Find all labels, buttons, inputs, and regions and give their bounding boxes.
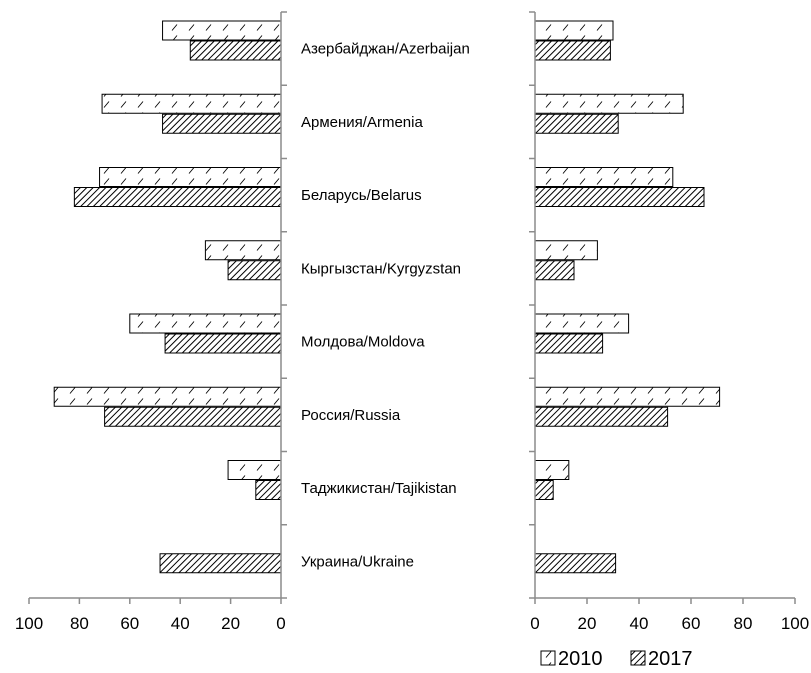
left-bar-russia-2010 [53,386,282,407]
legend-swatch-2010 [540,650,556,666]
left-bar-azerbaijan-2010 [162,20,282,41]
right-bar-kyrgyzstan-2017 [534,260,575,281]
right-bar-tajikistan-2017 [534,480,554,500]
left-bar-armenia-2017 [162,113,282,134]
left-x-tick-label: 40 [171,614,190,633]
category-label-kyrgyzstan: Кыргызстан/Kyrgyzstan [301,260,461,277]
right-bar-armenia-2017 [534,113,619,134]
left-bar-belarus-2017 [73,187,282,207]
right-bar-moldova-2017 [534,333,604,354]
right-bar-moldova-2010 [534,313,630,334]
legend-swatch-2017 [630,650,646,666]
legend-label-2017: 2017 [648,648,693,670]
right-x-tick-label: 100 [781,614,809,633]
category-label-azerbaijan: Азербайджан/Azerbaijan [301,41,470,58]
category-label-ukraine: Украина/Ukraine [301,553,414,570]
left-bar-belarus-2010 [99,167,282,187]
right-bar-belarus-2017 [534,187,705,207]
category-label-tajikistan: Таджикистан/Tajikistan [301,480,457,497]
category-labels: Азербайджан/Azerbaijan Армения/Armenia Бел… [301,41,470,571]
left-bar-ukraine-2017 [159,553,282,574]
category-label-russia: Россия/Russia [301,407,401,424]
left-x-tick-label: 60 [120,614,139,633]
right-x-tick-label: 60 [682,614,701,633]
right-panel: 0 20 40 60 80 100 [529,11,809,633]
category-label-moldova: Молдова/Moldova [301,334,425,351]
left-bar-moldova-2010 [129,313,282,334]
right-x-tick-label: 20 [578,614,597,633]
right-bar-azerbaijan-2010 [534,20,614,41]
right-bar-armenia-2010 [534,93,684,114]
left-bar-azerbaijan-2017 [189,40,282,61]
right-bar-belarus-2010 [534,167,674,187]
left-x-tick-label: 0 [276,614,285,633]
left-panel: 100 80 60 40 20 0 [15,11,287,633]
left-bar-armenia-2010 [101,93,282,114]
right-x-tick-label: 0 [530,614,539,633]
left-x-tick-label: 80 [70,614,89,633]
right-bar-kyrgyzstan-2010 [534,240,598,261]
right-bar-tajikistan-2010 [534,460,570,480]
left-x-tick-label: 100 [15,614,43,633]
left-bar-kyrgyzstan-2010 [204,240,282,261]
left-bar-tajikistan-2010 [227,460,282,480]
category-label-armenia: Армения/Armenia [301,114,423,131]
left-x-tick-label: 20 [221,614,240,633]
right-x-tick-label: 80 [734,614,753,633]
legend: 2010 2017 [540,648,693,670]
left-bar-kyrgyzstan-2017 [227,260,282,281]
right-bar-russia-2010 [534,386,721,407]
right-x-tick-label: 40 [630,614,649,633]
right-bar-russia-2017 [534,406,669,427]
left-bar-moldova-2017 [164,333,282,354]
left-bar-tajikistan-2017 [255,480,282,500]
right-bar-ukraine-2017 [534,553,617,574]
right-bar-azerbaijan-2017 [534,40,611,61]
left-bar-russia-2017 [104,406,282,427]
legend-label-2010: 2010 [558,648,603,670]
category-label-belarus: Беларусь/Belarus [301,187,422,204]
